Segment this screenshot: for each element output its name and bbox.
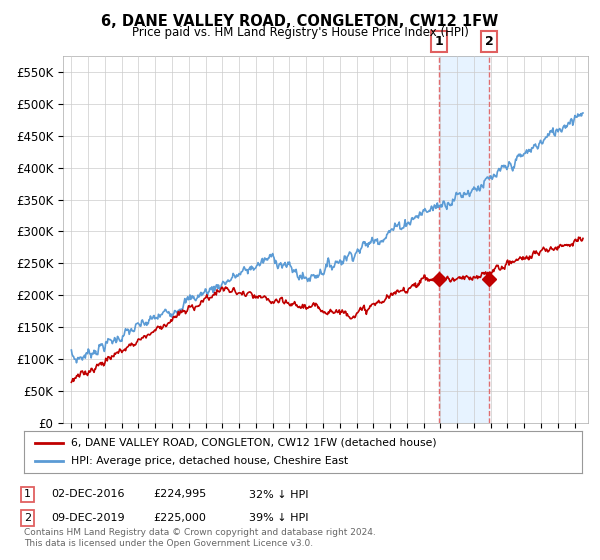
Text: 2: 2 (24, 513, 31, 523)
Text: 02-DEC-2016: 02-DEC-2016 (51, 489, 125, 500)
Text: 2: 2 (485, 35, 494, 48)
Text: 6, DANE VALLEY ROAD, CONGLETON, CW12 1FW: 6, DANE VALLEY ROAD, CONGLETON, CW12 1FW (101, 14, 499, 29)
Text: 1: 1 (24, 489, 31, 500)
Text: Contains HM Land Registry data © Crown copyright and database right 2024.
This d: Contains HM Land Registry data © Crown c… (24, 528, 376, 548)
Text: £225,000: £225,000 (153, 513, 206, 523)
Text: 09-DEC-2019: 09-DEC-2019 (51, 513, 125, 523)
Text: 6, DANE VALLEY ROAD, CONGLETON, CW12 1FW (detached house): 6, DANE VALLEY ROAD, CONGLETON, CW12 1FW… (71, 438, 437, 448)
Text: HPI: Average price, detached house, Cheshire East: HPI: Average price, detached house, Ches… (71, 456, 349, 466)
Text: 39% ↓ HPI: 39% ↓ HPI (249, 513, 308, 523)
Text: 1: 1 (434, 35, 443, 48)
Bar (439, 56, 490, 423)
Text: 32% ↓ HPI: 32% ↓ HPI (249, 489, 308, 500)
Text: £224,995: £224,995 (153, 489, 206, 500)
Text: Price paid vs. HM Land Registry's House Price Index (HPI): Price paid vs. HM Land Registry's House … (131, 26, 469, 39)
